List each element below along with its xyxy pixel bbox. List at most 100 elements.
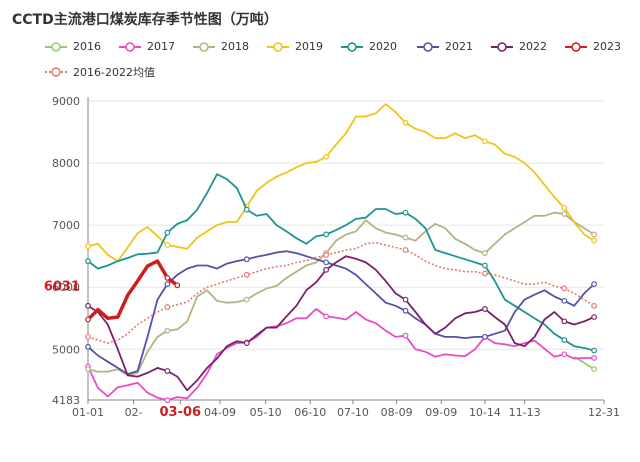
series-line-2022 — [87, 255, 595, 392]
legend-item[interactable]: 2016-2022均值 — [44, 64, 155, 80]
series-point — [591, 314, 597, 320]
series-point — [323, 252, 330, 258]
series-point — [561, 351, 568, 358]
x-tick-label: 01-01 — [72, 406, 104, 419]
x-tick-label: 12-31 — [588, 406, 620, 419]
series-point — [561, 285, 568, 292]
legend-label: 2018 — [221, 40, 249, 53]
series-point — [243, 206, 250, 213]
series-line-2017 — [87, 308, 595, 402]
legend-label: 2017 — [147, 40, 175, 53]
legend-line-icon — [45, 41, 67, 52]
x-tick-label: 11-13 — [509, 406, 541, 419]
y-min-label: 4183 — [52, 394, 80, 407]
x-tick-label: 10-14 — [469, 406, 501, 419]
series-point — [85, 302, 91, 309]
series-point — [243, 271, 250, 278]
y-tick-label: 6000 — [52, 281, 80, 294]
legend-item[interactable]: 2019 — [266, 40, 323, 53]
legend-line-icon — [119, 41, 141, 52]
x-tick-label: 02- — [125, 406, 143, 419]
series-point — [402, 247, 409, 253]
series-point — [85, 258, 91, 265]
legend-line-icon — [565, 41, 587, 52]
series-point — [561, 211, 568, 217]
legend-line-icon — [491, 41, 513, 52]
series-point — [402, 296, 409, 303]
series-point — [402, 119, 409, 126]
series-point — [482, 306, 488, 312]
legend-item[interactable]: 2021 — [416, 40, 473, 53]
series-point — [482, 333, 488, 340]
legend-item[interactable]: 2023 — [564, 40, 621, 53]
x-tick-label: 07-10 — [337, 406, 369, 419]
series-point — [591, 281, 597, 288]
series-line-2023 — [86, 259, 179, 321]
series-point — [323, 153, 330, 160]
series-point — [164, 275, 171, 281]
series-line-2020 — [87, 173, 595, 352]
x-tick-label: 06-10 — [294, 406, 326, 419]
series-point — [164, 304, 171, 310]
series-point — [164, 229, 171, 236]
series-point — [482, 270, 488, 277]
legend-line-icon — [341, 41, 363, 52]
legend-label: 2020 — [369, 40, 397, 53]
series-point — [164, 281, 171, 288]
series-point — [85, 343, 91, 350]
series-point — [402, 234, 409, 241]
legend-line-icon — [193, 41, 215, 52]
legend-label: 2016 — [73, 40, 101, 53]
series-point — [85, 316, 91, 323]
series-point — [591, 302, 597, 309]
series-point — [591, 347, 597, 354]
series-point — [402, 307, 409, 314]
series-point — [561, 318, 568, 325]
series-point — [164, 397, 171, 404]
series-point — [591, 355, 597, 361]
series-line-2016-2022均值 — [87, 241, 595, 344]
legend-line-icon — [45, 67, 67, 77]
series-point — [85, 366, 91, 373]
x-tick-label: 08-09 — [381, 406, 413, 419]
series-point — [591, 237, 597, 244]
y-tick-label: 7000 — [52, 219, 80, 232]
series-point — [561, 337, 568, 343]
series-line-2018 — [87, 211, 595, 377]
series-line-2019 — [87, 103, 595, 262]
y-tick-label: 8000 — [52, 157, 80, 170]
series-point — [323, 259, 330, 266]
legend-item[interactable]: 2016 — [44, 40, 101, 53]
series-point — [323, 231, 330, 238]
series-point — [482, 250, 488, 256]
legend-item[interactable]: 2022 — [490, 40, 547, 53]
chart-title: CCTD主流港口煤炭库存季节性图（万吨） — [12, 12, 278, 28]
x-tick-label: 03-06 — [159, 405, 201, 420]
series-point — [85, 243, 91, 250]
legend-item[interactable]: 2018 — [192, 40, 249, 53]
series-point — [174, 282, 181, 289]
legend-label: 2022 — [519, 40, 547, 53]
series-point — [85, 333, 91, 340]
legend-label: 2019 — [295, 40, 323, 53]
series-point — [482, 262, 488, 269]
legend-line-icon — [267, 41, 289, 52]
x-tick-label: 09-09 — [425, 406, 457, 419]
series-point — [561, 297, 568, 304]
legend-item[interactable]: 2017 — [118, 40, 175, 53]
series-point — [243, 296, 250, 303]
legend-item[interactable]: 2020 — [340, 40, 397, 53]
series-point — [164, 242, 171, 248]
y-tick-label: 5000 — [52, 343, 80, 356]
series-point — [323, 313, 330, 320]
legend-label: 2023 — [593, 40, 621, 53]
current-value-label: 6031 — [44, 279, 80, 294]
x-tick-label: 04-09 — [204, 406, 236, 419]
series-point — [402, 332, 409, 339]
series-point — [164, 368, 171, 374]
series-point — [164, 327, 171, 334]
series-point — [323, 266, 330, 273]
x-tick-label: 05-10 — [250, 406, 282, 419]
series-point — [482, 138, 488, 145]
